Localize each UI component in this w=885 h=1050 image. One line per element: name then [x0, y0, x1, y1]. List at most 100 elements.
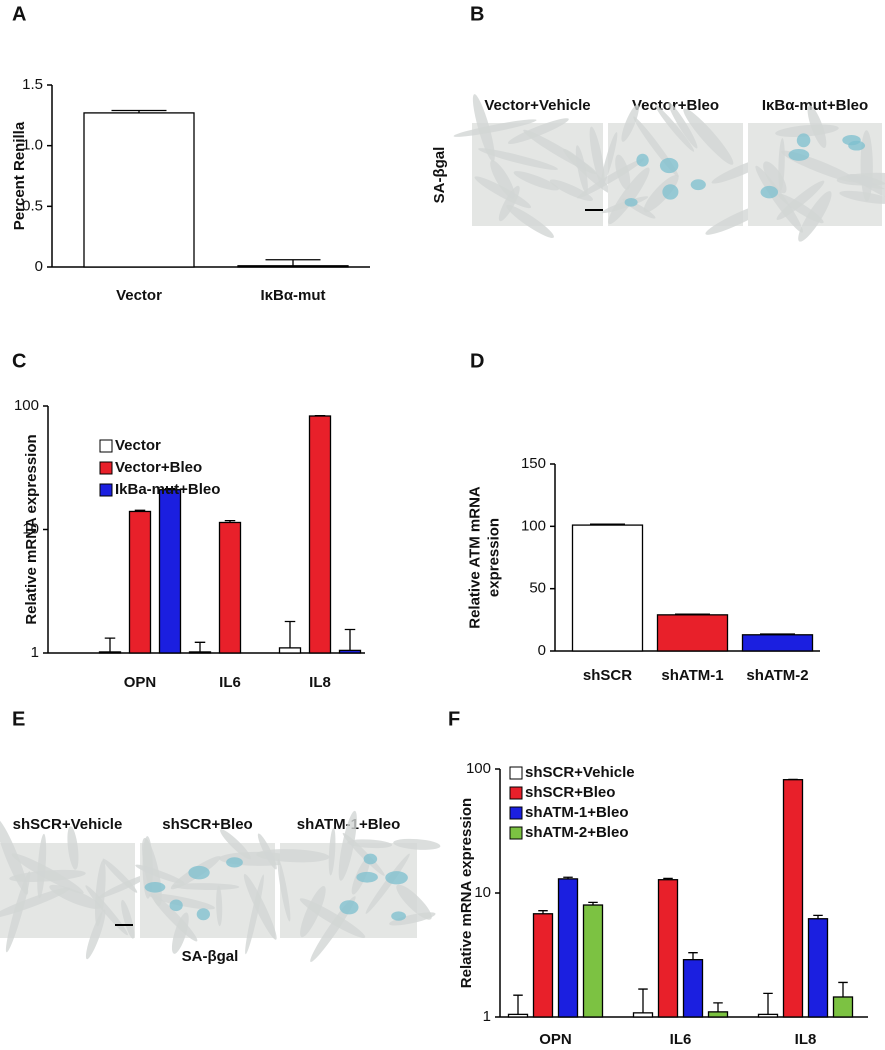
- cell: [256, 849, 330, 863]
- stain-label: SA-βgal: [182, 948, 239, 965]
- bar: [218, 521, 242, 654]
- bar: [682, 959, 704, 1018]
- y-tick-label: 50: [529, 580, 546, 597]
- legend-swatch: [509, 786, 523, 800]
- cell: [472, 94, 495, 162]
- stained-cell: [690, 179, 706, 191]
- cell: [755, 165, 803, 233]
- image-caption: Vector+Bleo: [632, 97, 719, 114]
- y-tick-label: 100: [14, 397, 39, 414]
- stained-cell: [624, 198, 638, 207]
- x-tick-label: IL8: [309, 674, 331, 691]
- bar: [741, 634, 814, 652]
- error-bar: [563, 876, 573, 879]
- bar: [582, 904, 604, 1018]
- cell: [102, 858, 138, 893]
- x-tick-label: IκBα-mut: [260, 287, 325, 304]
- bar: [757, 1013, 779, 1018]
- stained-cell: [662, 184, 679, 200]
- bar: [632, 1012, 654, 1018]
- legend-label: Vector+Bleo: [115, 459, 202, 476]
- cell: [807, 105, 827, 148]
- bar: [557, 878, 579, 1018]
- legend-swatch: [509, 766, 523, 780]
- error-bar: [688, 952, 698, 960]
- stained-cell: [356, 871, 378, 883]
- x-tick-label: Vector: [116, 287, 162, 304]
- legend-swatch: [99, 461, 113, 475]
- cell: [67, 826, 79, 870]
- stained-cell: [636, 153, 649, 167]
- micrograph: [135, 829, 298, 955]
- panel-label: E: [12, 708, 25, 730]
- error-bar: [675, 613, 710, 615]
- error-bar: [713, 1002, 723, 1012]
- cell: [668, 102, 698, 149]
- image-caption: shSCR+Vehicle: [13, 816, 123, 833]
- y-axis-label: Percent Renilla: [11, 121, 28, 230]
- error-bar: [134, 509, 146, 512]
- stain-label: SA-βgal: [431, 147, 448, 204]
- cell: [393, 838, 441, 850]
- error-bar: [590, 523, 625, 526]
- y-tick-label: 1: [31, 644, 39, 661]
- bar: [657, 879, 679, 1018]
- y-tick-label: 1: [483, 1008, 491, 1025]
- error-bar: [164, 488, 176, 490]
- stained-cell: [788, 148, 810, 161]
- error-bar: [638, 988, 648, 1013]
- legend-swatch: [99, 439, 113, 453]
- image-caption: IκBα-mut+Bleo: [762, 97, 868, 114]
- cell: [478, 148, 558, 170]
- bar: [128, 510, 152, 654]
- legend-label: shATM-2+Bleo: [525, 824, 628, 841]
- cell: [608, 167, 650, 225]
- cell: [846, 174, 885, 190]
- micrograph: [453, 94, 613, 238]
- y-axis-label: Relative ATM mRNA: [466, 486, 483, 629]
- cell: [172, 883, 240, 890]
- x-tick-label: IL6: [670, 1031, 692, 1048]
- cell: [94, 859, 106, 927]
- stained-cell: [188, 865, 210, 880]
- y-tick-label: 100: [521, 517, 546, 534]
- stained-cell: [196, 908, 210, 921]
- cell: [220, 829, 251, 860]
- cell: [474, 176, 532, 209]
- error-bar: [663, 877, 673, 880]
- y-tick-label: 150: [521, 455, 546, 472]
- bar: [532, 913, 554, 1018]
- stained-cell: [144, 882, 166, 893]
- cell: [135, 864, 185, 884]
- legend-swatch: [509, 826, 523, 840]
- stained-cell: [760, 185, 779, 199]
- micrograph: [256, 810, 441, 962]
- y-tick-label: 0: [35, 258, 43, 275]
- cell: [216, 885, 223, 927]
- legend-label: Vector: [115, 437, 161, 454]
- error-bar: [813, 914, 823, 919]
- bar: [278, 647, 302, 654]
- stained-cell: [842, 134, 861, 146]
- cell: [37, 833, 47, 899]
- error-bar: [513, 994, 523, 1015]
- y-axis-label: expression: [485, 518, 502, 597]
- cell: [121, 899, 135, 939]
- cell: [778, 138, 785, 191]
- error-bar: [538, 910, 548, 914]
- stained-cell: [796, 133, 811, 148]
- error-bar: [838, 981, 848, 997]
- stained-cell: [659, 157, 679, 174]
- cell: [396, 884, 432, 920]
- cell: [98, 873, 152, 899]
- legend-label: shSCR+Vehicle: [525, 764, 635, 781]
- x-tick-label: IL8: [795, 1031, 817, 1048]
- stained-cell: [385, 871, 408, 885]
- error-bar: [760, 633, 795, 635]
- bar: [188, 651, 212, 654]
- bar: [98, 651, 122, 654]
- panel-label: F: [448, 708, 460, 730]
- micrograph: [577, 102, 773, 235]
